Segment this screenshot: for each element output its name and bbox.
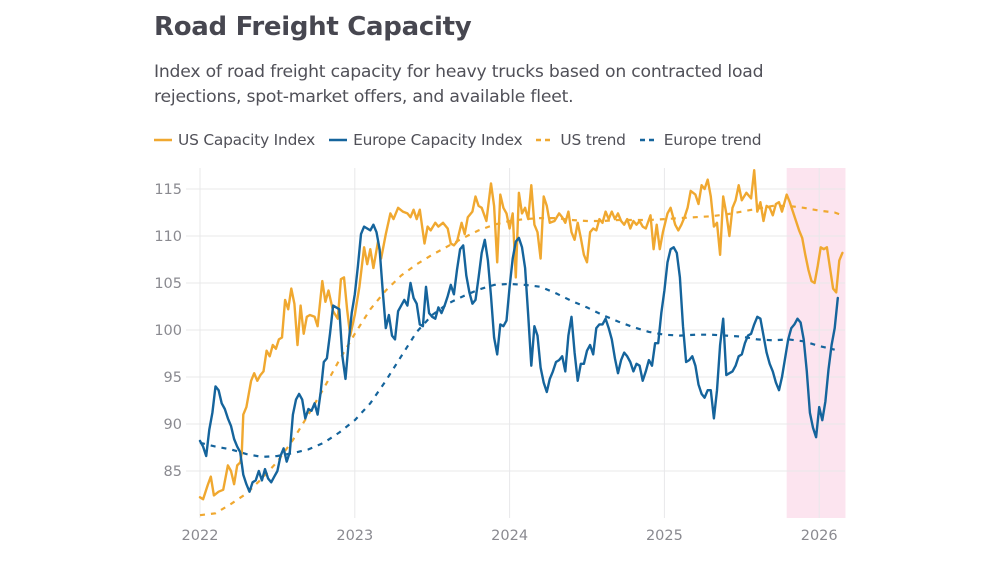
legend: US Capacity Index Europe Capacity Index … (154, 131, 762, 149)
x-tick-label: 2026 (801, 528, 838, 544)
legend-swatch-europe-trend (639, 138, 658, 142)
legend-swatch-us-trend (536, 138, 555, 142)
x-tick-label: 2022 (182, 528, 219, 544)
series-line-europe-capacity-index (198, 223, 839, 493)
y-tick-label: 110 (154, 229, 182, 245)
legend-label-us-trend: US trend (560, 131, 626, 149)
y-tick-label: 90 (164, 417, 182, 433)
legend-item-europe-capacity-index[interactable]: Europe Capacity Index (329, 131, 523, 149)
series-line-us-capacity-index (198, 169, 844, 501)
chart-title: Road Freight Capacity (154, 12, 472, 42)
x-tick-label: 2023 (336, 528, 373, 544)
y-tick-label: 105 (154, 276, 182, 292)
legend-item-us-capacity-index[interactable]: US Capacity Index (154, 131, 315, 149)
x-tick-label: 2024 (491, 528, 528, 544)
y-tick-label: 85 (164, 464, 182, 480)
legend-swatch-europe-capacity-index (329, 138, 348, 142)
series-line-europe-trend (199, 282, 835, 458)
legend-item-us-trend[interactable]: US trend (536, 131, 626, 149)
legend-label-us-capacity-index: US Capacity Index (178, 131, 316, 149)
chart-subtitle: Index of road freight capacity for heavy… (154, 62, 764, 107)
y-tick-label: 95 (164, 370, 182, 386)
series-line-us-trend (199, 204, 843, 517)
y-tick-label: 100 (154, 323, 182, 339)
legend-item-europe-trend[interactable]: Europe trend (639, 131, 762, 149)
legend-swatch-us-capacity-index (154, 138, 172, 142)
legend-label-europe-trend: Europe trend (663, 131, 762, 149)
x-tick-label: 2025 (646, 528, 683, 544)
legend-label-europe-capacity-index: Europe Capacity Index (353, 131, 523, 149)
y-tick-label: 115 (154, 182, 182, 198)
